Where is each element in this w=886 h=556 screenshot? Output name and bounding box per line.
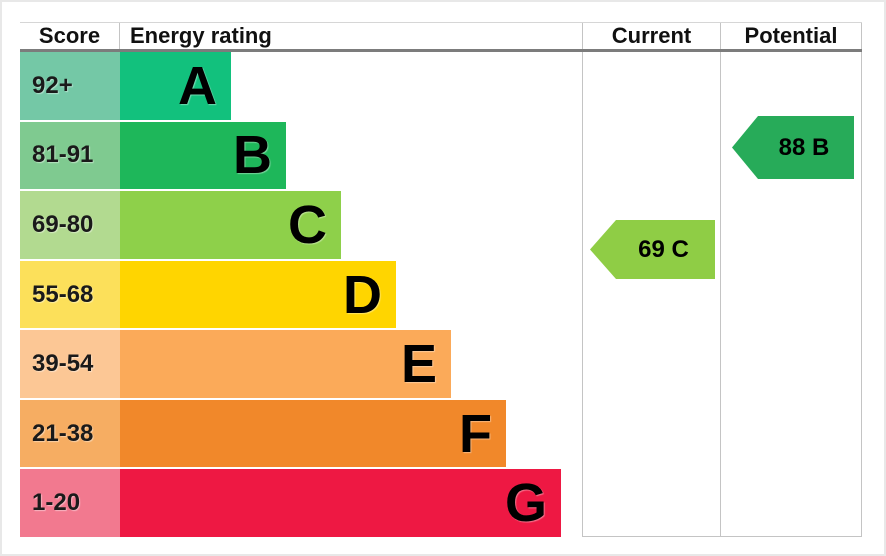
score-range-a: 92+: [20, 52, 120, 120]
rating-bar-row: B: [120, 121, 582, 190]
rating-letter: E: [400, 334, 437, 395]
column-header-energy-rating: Energy rating: [130, 23, 272, 48]
rating-letter: B: [233, 125, 272, 186]
rating-bar-d: D: [120, 260, 396, 329]
rating-bar-b: B: [120, 121, 286, 190]
rating-bar-c: C: [120, 191, 341, 259]
score-range-b: 81-91: [20, 121, 120, 190]
current-column: [582, 52, 720, 537]
rating-bar-row: A: [120, 52, 582, 120]
rating-letter: D: [343, 264, 382, 325]
score-range-c: 69-80: [20, 191, 120, 259]
rating-letter: A: [178, 55, 217, 116]
score-range-f: 21-38: [20, 399, 120, 468]
column-header-potential: Potential: [720, 23, 862, 49]
rating-letter: C: [288, 194, 327, 255]
current-rating-arrow: 69 C: [590, 220, 715, 279]
rating-bar-f: F: [120, 399, 506, 468]
score-range-e: 39-54: [20, 330, 120, 398]
score-range-g: 1-20: [20, 469, 120, 538]
column-header-score: Score: [20, 23, 120, 49]
rating-bar-row: F: [120, 399, 582, 468]
score-range-d: 55-68: [20, 260, 120, 329]
score-column: 92+ 81-91 69-80 55-68 39-54 21-38 1-20: [20, 52, 120, 538]
rating-bar-row: G: [120, 469, 582, 538]
rating-bar-row: D: [120, 260, 582, 329]
potential-rating-arrow: 88 B: [732, 116, 854, 179]
rating-letter: F: [459, 403, 492, 464]
rating-bar-row: C: [120, 191, 582, 259]
table-header-row: Score Energy rating Current Potential: [20, 22, 862, 52]
column-header-current: Current: [582, 23, 720, 49]
rating-bar-a: A: [120, 52, 231, 120]
current-rating-label: 69 C: [638, 235, 689, 263]
potential-rating-label: 88 B: [778, 133, 830, 161]
rating-bar-g: G: [120, 469, 561, 538]
rating-bar-e: E: [120, 330, 451, 398]
rating-bar-row: E: [120, 330, 582, 398]
potential-column: [720, 52, 862, 537]
rating-letter: G: [504, 473, 547, 534]
epc-table: Score Energy rating Current Potential 92…: [20, 22, 862, 538]
